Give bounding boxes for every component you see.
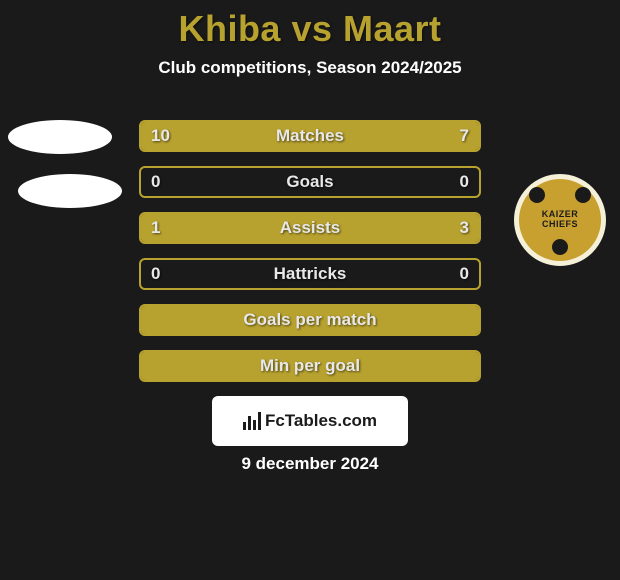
stat-bar-row: Matches10 7: [139, 120, 481, 152]
player-left-avatar-1: [8, 120, 112, 154]
page-subtitle: Club competitions, Season 2024/2025: [0, 58, 620, 78]
club-badge-inner: KAIZERCHIEFS: [519, 179, 601, 261]
stat-label: Hattricks: [141, 264, 479, 284]
stat-value-right: 0: [460, 264, 469, 284]
stat-value-left: 0: [151, 172, 160, 192]
club-badge-text: KAIZERCHIEFS: [542, 210, 579, 230]
stat-bar-row: Goals0 0: [139, 166, 481, 198]
stat-value-left: 10: [151, 126, 170, 146]
page-title: Khiba vs Maart: [0, 0, 620, 50]
date-label: 9 december 2024: [0, 454, 620, 474]
stat-value-left: 0: [151, 264, 160, 284]
badge-ball-icon: [552, 239, 568, 255]
stat-label: Assists: [141, 218, 479, 238]
stat-bar-row: Hattricks0 0: [139, 258, 481, 290]
badge-ball-icon: [575, 187, 591, 203]
stat-value-right: 7: [460, 126, 469, 146]
source-label: FcTables.com: [265, 411, 377, 431]
stat-bar-row: Goals per match: [139, 304, 481, 336]
stat-value-right: 3: [460, 218, 469, 238]
bars-chart-icon: [243, 412, 261, 430]
stat-label: Min per goal: [141, 356, 479, 376]
stat-label: Goals: [141, 172, 479, 192]
source-attribution: FcTables.com: [212, 396, 408, 446]
stat-value-left: 1: [151, 218, 160, 238]
stat-value-right: 0: [460, 172, 469, 192]
stat-label: Matches: [141, 126, 479, 146]
stats-bars-container: Matches107Goals00Assists13Hattricks00Goa…: [139, 120, 481, 396]
player-left-avatar-2: [18, 174, 122, 208]
badge-ball-icon: [529, 187, 545, 203]
stat-label: Goals per match: [141, 310, 479, 330]
stat-bar-row: Assists1 3: [139, 212, 481, 244]
club-badge-right: KAIZERCHIEFS: [510, 170, 610, 270]
stat-bar-row: Min per goal: [139, 350, 481, 382]
